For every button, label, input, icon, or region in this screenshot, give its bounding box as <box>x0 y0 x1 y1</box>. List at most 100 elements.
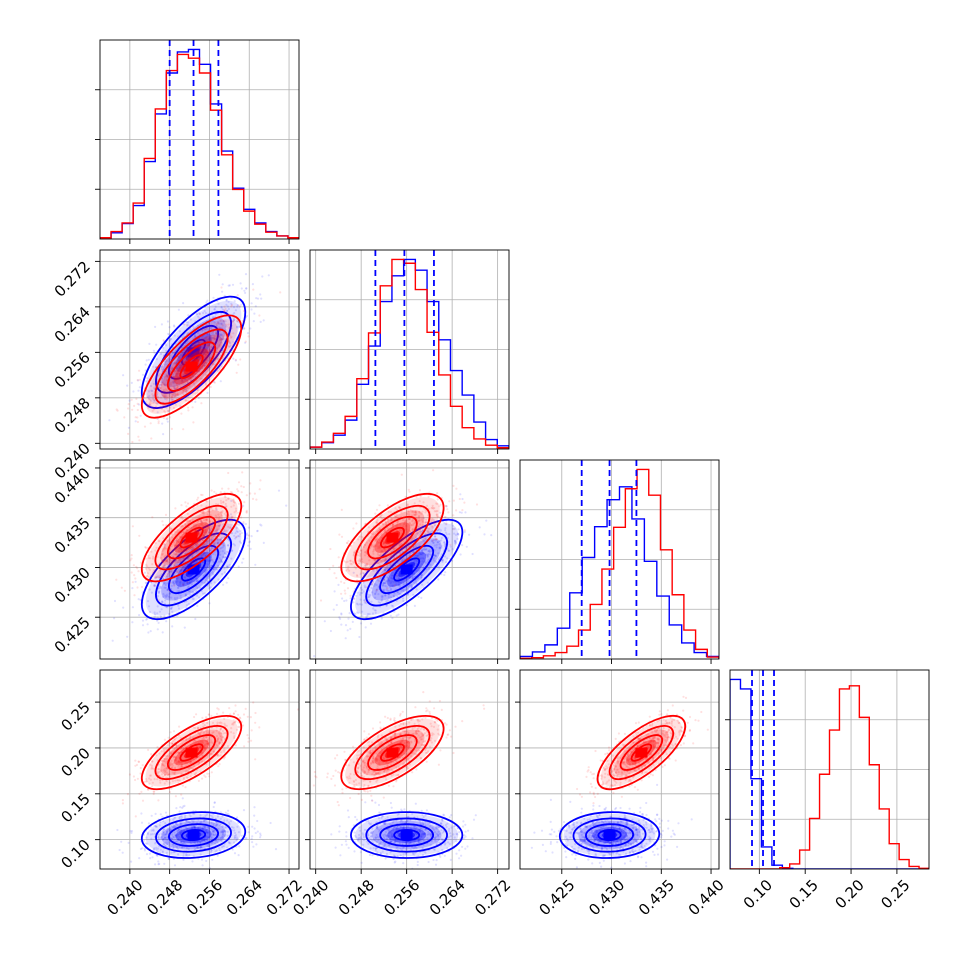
scatter-point <box>216 854 219 857</box>
scatter-point <box>402 525 405 528</box>
scatter-point <box>206 831 209 834</box>
scatter-point <box>201 493 204 497</box>
scatter-point <box>165 841 168 844</box>
scatter-point <box>156 595 159 598</box>
scatter-point <box>343 581 346 585</box>
scatter-point <box>157 587 161 590</box>
scatter-point <box>441 560 444 563</box>
scatter-point <box>173 387 176 390</box>
scatter-point <box>211 841 214 844</box>
scatter-point <box>162 565 165 569</box>
scatter-point <box>402 519 405 522</box>
scatter-point <box>388 548 392 551</box>
panel-frame <box>309 459 510 660</box>
scatter-point <box>205 351 208 354</box>
scatter-point <box>178 384 181 387</box>
scatter-point <box>209 559 212 562</box>
scatter-point <box>156 411 159 414</box>
scatter-point <box>445 505 448 508</box>
scatter-point <box>146 575 149 578</box>
scatter-point <box>359 591 362 595</box>
scatter-point <box>154 842 157 845</box>
scatter-point <box>305 553 307 555</box>
scatter-point <box>359 560 362 563</box>
scatter-point <box>384 584 387 588</box>
scatter-point <box>382 582 385 585</box>
scatter-point <box>141 619 145 622</box>
scatter-point <box>203 340 206 343</box>
scatter-point <box>219 499 222 502</box>
scatter-point <box>418 511 421 514</box>
scatter-point <box>451 548 454 551</box>
scatter-point <box>181 797 184 800</box>
scatter-point <box>203 825 206 828</box>
scatter-point <box>144 363 147 366</box>
scatter-point <box>438 539 441 543</box>
scatter-point <box>379 552 382 556</box>
scatter-point <box>181 362 184 366</box>
scatter-point <box>400 542 403 545</box>
scatter-point <box>414 510 417 514</box>
scatter-point <box>122 374 125 377</box>
scatter-point <box>189 318 192 321</box>
scatter-point <box>187 585 190 588</box>
scatter-point <box>148 403 151 406</box>
scatter-point <box>147 605 151 608</box>
scatter-point <box>212 347 215 350</box>
scatter-point <box>246 537 249 540</box>
scatter-point <box>231 549 234 552</box>
scatter-point <box>179 405 182 408</box>
scatter-point <box>403 520 406 524</box>
scatter-point <box>148 575 151 578</box>
scatter-point <box>220 322 223 326</box>
scatter-point <box>340 508 343 511</box>
scatter-point <box>363 584 366 587</box>
scatter-point <box>184 814 187 817</box>
scatter-point <box>376 530 380 533</box>
scatter-point <box>354 567 358 570</box>
scatter-point <box>176 385 179 388</box>
scatter-point <box>388 558 391 561</box>
scatter-point <box>180 569 183 572</box>
scatter-point <box>404 548 407 551</box>
scatter-point <box>223 536 226 539</box>
scatter-point <box>189 581 192 584</box>
scatter-point <box>431 539 434 542</box>
scatter-point <box>419 557 423 560</box>
scatter-point <box>198 356 201 359</box>
scatter-point <box>374 609 377 612</box>
scatter-point <box>453 539 456 543</box>
scatter-point <box>188 324 191 327</box>
scatter-point <box>178 589 181 593</box>
scatter-point <box>226 305 229 308</box>
scatter-point <box>380 598 384 601</box>
scatter-point <box>207 844 210 847</box>
scatter-point <box>175 576 178 580</box>
scatter-point <box>222 555 225 559</box>
scatter-point <box>210 849 213 852</box>
scatter-point <box>220 831 223 834</box>
scatter-point <box>435 546 438 549</box>
scatter-point <box>208 348 211 351</box>
scatter-point <box>213 581 216 584</box>
scatter-point <box>427 495 430 498</box>
scatter-point <box>233 501 236 504</box>
scatter-point <box>208 349 212 352</box>
scatter-point <box>230 516 234 520</box>
scatter-point <box>187 590 190 593</box>
scatter-point <box>243 501 246 504</box>
scatter-point <box>178 831 181 834</box>
scatter-point <box>202 552 205 555</box>
scatter-point <box>178 356 181 359</box>
scatter-point <box>227 345 230 348</box>
scatter-point <box>166 582 169 585</box>
scatter-point <box>372 545 375 549</box>
scatter-point <box>227 525 230 529</box>
scatter-point <box>190 377 193 380</box>
scatter-point <box>418 553 421 556</box>
scatter-point <box>381 595 384 598</box>
scatter-point <box>358 558 361 561</box>
scatter-point <box>218 524 221 527</box>
scatter-point <box>208 602 211 605</box>
scatter-point <box>385 585 388 588</box>
